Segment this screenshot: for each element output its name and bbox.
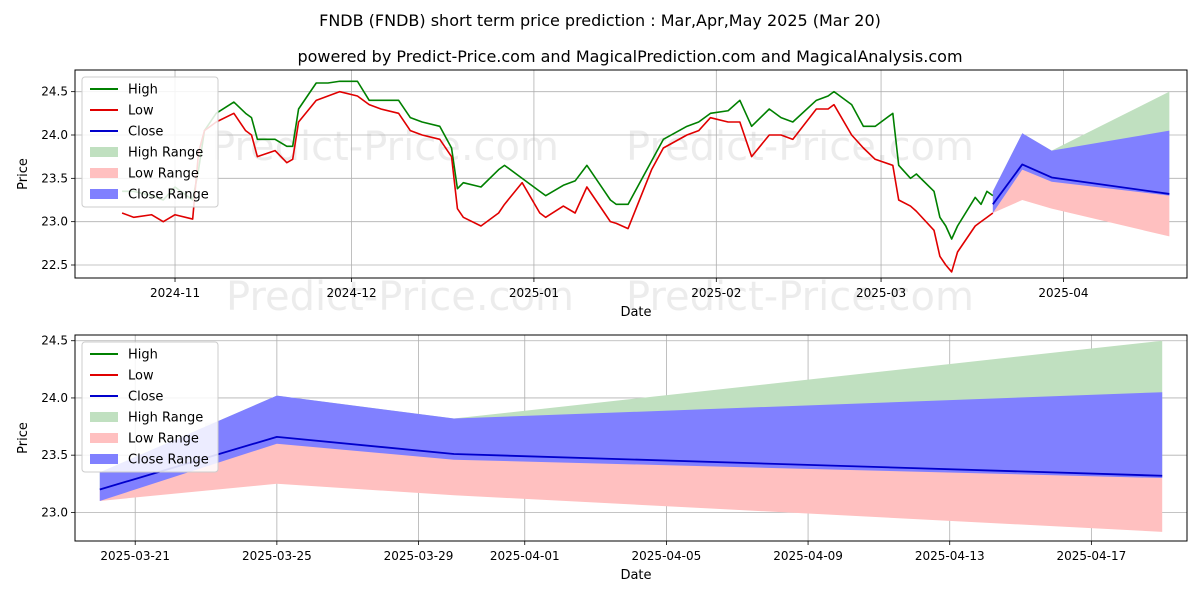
- legend-swatch-high-range: [90, 412, 118, 422]
- x-tick-label: 2025-03-29: [384, 549, 454, 563]
- y-axis-label: Price: [16, 158, 31, 190]
- range-band-close-range: [99, 392, 1163, 501]
- series-line-high: [122, 80, 994, 240]
- x-axis-label: Date: [620, 568, 651, 583]
- legend-swatch-close-range: [90, 454, 118, 464]
- range-band-close-range: [992, 130, 1170, 213]
- legend-label: Close: [128, 125, 163, 140]
- watermark-text: Predict-Price.com: [626, 124, 974, 170]
- x-tick-label: 2025-04-01: [490, 549, 560, 563]
- x-tick-label: 2025-04-09: [773, 549, 843, 563]
- x-tick-label: 2025-03-21: [100, 549, 170, 563]
- series-line-close: [992, 163, 1170, 205]
- legend-label: Low Range: [128, 167, 199, 182]
- legend-swatch-low-range: [90, 168, 118, 178]
- legend-label: Low Range: [128, 432, 199, 447]
- legend-swatch-low-range: [90, 433, 118, 443]
- legend-swatch-high-range: [90, 147, 118, 157]
- y-tick-label: 24.0: [41, 391, 68, 405]
- plot-frame: [74, 334, 1188, 542]
- y-tick-label: 23.5: [41, 448, 68, 462]
- y-tick-label: 24.0: [41, 128, 68, 142]
- legend-label: Low: [128, 369, 154, 384]
- legend-label: High: [128, 83, 158, 98]
- legend-swatch-close-range: [90, 189, 118, 199]
- x-tick-label: 2024-11: [150, 286, 200, 300]
- history-plot: Predict-Price.com Predict-Price.com Predic…: [16, 69, 1188, 320]
- x-tick-label: 2025-03: [856, 286, 906, 300]
- x-tick-label: 2024-12: [326, 286, 376, 300]
- x-axis-label: Date: [620, 305, 651, 320]
- forecast-plot: Predict-Price.comPredict-Price.com2025-0…: [16, 334, 1188, 583]
- y-tick-label: 24.5: [41, 334, 68, 348]
- x-tick-label: 2025-01: [509, 286, 559, 300]
- x-tick-label: 2025-03-25: [242, 549, 312, 563]
- watermark-text: Predict-Price.com: [626, 274, 974, 320]
- y-axis-label: Price: [16, 422, 31, 454]
- chart-title: FNDB (FNDB) short term price prediction …: [319, 11, 881, 30]
- series-line-low: [121, 90, 994, 273]
- x-tick-label: 2025-04-13: [915, 549, 985, 563]
- watermark-text: Predict-Price.com: [211, 124, 559, 170]
- x-tick-label: 2025-04-17: [1057, 549, 1127, 563]
- legend-label: High: [128, 348, 158, 363]
- legend-label: Low: [128, 104, 154, 119]
- x-tick-label: 2025-04: [1038, 286, 1088, 300]
- watermark-text: Predict-Price.com: [226, 274, 574, 320]
- x-tick-label: 2025-04-05: [632, 549, 702, 563]
- legend-label: Close Range: [128, 453, 209, 468]
- y-tick-label: 22.5: [41, 258, 68, 272]
- legend-label: Close Range: [128, 188, 209, 203]
- plot-frame: [74, 69, 1188, 279]
- legend-label: High Range: [128, 411, 203, 426]
- range-band-low-range: [99, 436, 1163, 532]
- range-band-low-range: [992, 164, 1170, 237]
- y-tick-label: 23.0: [41, 215, 68, 229]
- legend-label: High Range: [128, 146, 203, 161]
- legend-label: Close: [128, 390, 163, 405]
- y-tick-label: 23.5: [41, 171, 68, 185]
- chart-subtitle: powered by Predict-Price.com and Magical…: [297, 47, 962, 66]
- y-tick-label: 24.5: [41, 85, 68, 99]
- x-tick-label: 2025-02: [691, 286, 741, 300]
- y-tick-label: 23.0: [41, 505, 68, 519]
